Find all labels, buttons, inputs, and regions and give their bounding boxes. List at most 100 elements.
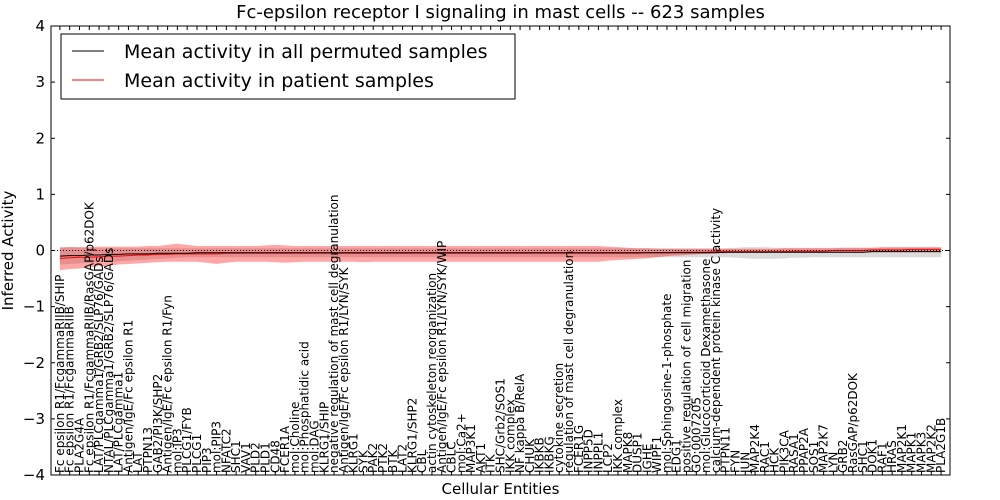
x-tick-label: LAT2 xyxy=(396,444,410,473)
x-tick-label: mol:DAG xyxy=(307,420,321,473)
legend-label-patient: Mean activity in patient samples xyxy=(124,70,434,92)
x-tick-label: GRB2 xyxy=(836,439,850,473)
x-tick-label: PIK3CA xyxy=(777,429,791,473)
x-tick-label: FYN xyxy=(728,450,742,473)
x-tick-label: SYK xyxy=(356,449,370,473)
x-tick-label: MAP3K1 xyxy=(464,424,478,473)
x-tick-label: KLRG1 xyxy=(347,433,361,473)
series-line-patient xyxy=(59,248,942,259)
x-tick-label: SHC1 xyxy=(229,440,243,473)
x-tick-label: ITK xyxy=(484,453,498,473)
x-tick-label: PPAP2A xyxy=(797,427,811,473)
x-tick-label: Fc epsilon R1/FcgammaRIIB xyxy=(63,306,77,473)
x-tick-label: CBLC xyxy=(445,441,459,473)
x-tick-label: PIP3 xyxy=(200,447,214,473)
y-axis-title: Inferred Activity xyxy=(0,190,17,310)
x-tick-label: negative regulation of mast cell degranu… xyxy=(327,194,341,473)
x-tick-label: CBL xyxy=(415,449,429,473)
x-tick-label: PLCG1 xyxy=(190,434,204,473)
x-tick-label: MAP2K7 xyxy=(817,424,831,473)
lines-layer xyxy=(59,248,942,259)
x-tick-label: IGHE xyxy=(640,444,654,473)
x-tick-label: DUSP1 xyxy=(631,432,645,473)
legend: Mean activity in all permuted samples Me… xyxy=(60,33,516,100)
x-tick-label: PTPN13 xyxy=(141,427,155,473)
x-tick-label: LYN xyxy=(826,452,840,473)
x-tick-label: mol:Sphingosine-1-phosphate xyxy=(660,294,674,474)
y-tick-label: −3 xyxy=(23,410,45,428)
x-tick-label: IKBKG xyxy=(542,436,556,473)
x-tick-label: NF kappa B/RelA xyxy=(513,373,527,473)
x-tick-label: MAP2K4 xyxy=(748,424,762,473)
x-tick-label: calcium-dependent protein kinase C activ… xyxy=(709,208,723,473)
x-tick-label: LCP2 xyxy=(601,443,615,473)
x-tick-label: MAP2K2 xyxy=(924,424,938,473)
legend-box xyxy=(60,33,516,100)
x-tick-label: PTPN11 xyxy=(719,427,733,473)
x-tick-label: regulation of mast cell degranulation xyxy=(562,251,576,473)
x-tick-label: IKK complex xyxy=(503,399,517,473)
x-tick-label: mol:PIP3 xyxy=(210,421,224,473)
y-tick-label: 1 xyxy=(35,185,45,203)
x-tick-label: GO:0007205 xyxy=(689,397,703,473)
x-tick-label: PLD1 xyxy=(259,442,273,473)
x-tick-label: DOK1 xyxy=(866,439,880,473)
x-tick-label: RAF1 xyxy=(875,442,889,473)
y-tick-label: −4 xyxy=(23,466,45,484)
x-tick-label: Antigen/IgE/Fc epsilon R1/LYN/SYK/WIP xyxy=(435,241,449,473)
x-tick-label: PLA2G4A xyxy=(72,417,86,473)
x-tick-label: RASA1 xyxy=(787,433,801,473)
y-tick-label: 0 xyxy=(35,242,45,260)
x-tick-label: IKK complex xyxy=(611,399,625,473)
chart-title: Fc-epsilon receptor I signaling in mast … xyxy=(236,2,765,23)
x-tick-label: WIPF1 xyxy=(650,436,664,473)
x-tick-label: CHUK xyxy=(523,438,537,473)
x-tick-label: BTK xyxy=(386,448,400,473)
y-tick-label: 3 xyxy=(35,73,45,91)
x-tick-label: mol:IP3 xyxy=(170,428,184,473)
x-axis xyxy=(59,26,942,475)
y-axis: 4 3 2 1 0 −1 −2 −3 −4 xyxy=(23,17,950,484)
x-tick-label: IKBKB xyxy=(533,437,547,473)
x-tick-label: positive regulation of cell migration xyxy=(680,260,694,473)
x-tick-label: LAT xyxy=(131,451,145,473)
x-tick-label: mol:Choline xyxy=(288,402,302,473)
x-tick-label: Fc epsilon R1/FcgammaRIIB/RasGAP/p62DOK xyxy=(82,201,96,473)
x-tick-label: VAV1 xyxy=(239,442,253,473)
y-tick-label: 2 xyxy=(35,129,45,147)
x-tick-label: AKT1 xyxy=(474,443,488,473)
x-tick-label: KLRG1/SHP2 xyxy=(405,398,419,473)
x-tick-label: PLCG1/FYB xyxy=(180,407,194,473)
x-tick-label: JUN xyxy=(738,452,752,474)
x-tick-label: PTK2 xyxy=(376,443,390,473)
x-tick-label: mol:Phosphatidic acid xyxy=(298,341,312,473)
x-tick-label: Fc epsilon R1/FcgammaRIIB/SHIP xyxy=(53,275,67,473)
x-axis-title: Cellular Entities xyxy=(442,480,560,498)
x-tick-label: mol:Ca2+ xyxy=(454,413,468,473)
bands-layer xyxy=(59,243,942,271)
x-tick-label: SHC1 xyxy=(856,440,870,473)
x-tick-label: RasGAP/p62DOK xyxy=(846,372,860,473)
series-line-permuted xyxy=(59,251,942,257)
y-tick-label: 4 xyxy=(35,17,45,35)
x-tick-label: RAC1 xyxy=(758,441,772,473)
x-tick-label: MAP2K1 xyxy=(895,424,909,473)
x-tick-label: FCER1G xyxy=(572,425,586,473)
x-tick-label: Antigen/IgE/Fc epsilon R1 xyxy=(121,320,135,473)
x-tick-label: actin cytoskeleton reorganization xyxy=(425,273,439,473)
y-tick-label: −2 xyxy=(23,354,45,372)
x-tick-label: SHC/Grb2/SOS1 xyxy=(494,378,508,473)
x-tick-label: SOS1 xyxy=(807,441,821,473)
x-tick-label: PAK2 xyxy=(366,443,380,473)
x-tick-label: INPPL1 xyxy=(591,432,605,473)
x-tick-label: KLRG1/SHIP xyxy=(317,402,331,473)
x-tick-label: cytokine secretion xyxy=(552,363,566,473)
x-tick-label: Antigen/IgE/Fc epsilon R1/Fyn xyxy=(161,295,175,473)
x-tick-label: NTAL/PLCgamma1/GRB2/SLP76/GADs xyxy=(102,248,116,473)
x-tick-label: LAT/PLCgamma1/GRB2/SLP76/GADs xyxy=(92,256,106,473)
x-tick-label: MAPK8 xyxy=(621,432,635,473)
x-tick-label: mol:Glucocorticoid Dexamethasone xyxy=(699,259,713,473)
